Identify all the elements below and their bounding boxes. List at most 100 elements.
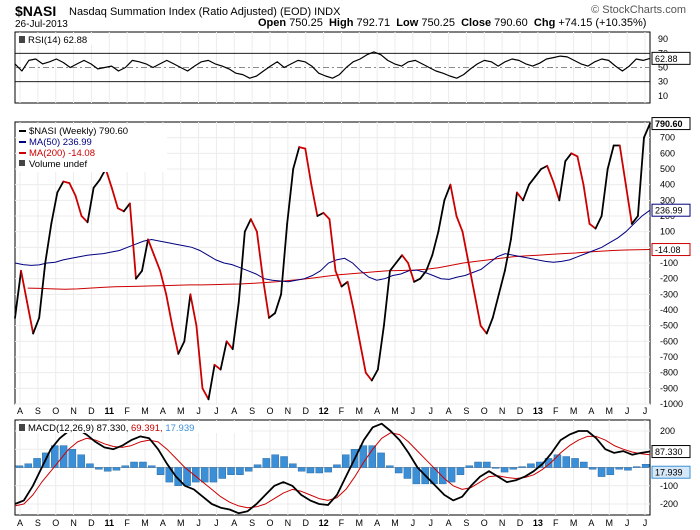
price-segment <box>401 254 409 264</box>
macd-hist-bar <box>641 464 650 468</box>
macd-hist-bar <box>439 467 447 485</box>
macd-x-label: M <box>356 518 364 528</box>
price-x-label: D <box>302 406 309 416</box>
price-x-label: J <box>428 406 433 416</box>
macd-hist-bar <box>33 458 41 468</box>
macd-hist-bar <box>465 465 474 468</box>
rsi-line <box>14 51 651 79</box>
macd-hist-bar <box>527 463 535 468</box>
price-segment <box>56 180 65 194</box>
rsi-last-label-box <box>651 51 691 65</box>
price-x-label: A <box>17 406 23 416</box>
macd-x-label: S <box>35 518 41 528</box>
macd-x-label: M <box>606 518 614 528</box>
price-tick-label: -900 <box>660 383 678 393</box>
macd-hist-bar <box>271 454 279 468</box>
macd-line <box>14 422 651 515</box>
macd-x-label: S <box>249 518 255 528</box>
price-x-label: F <box>124 406 130 416</box>
price-segment <box>540 164 549 170</box>
macd-tick-label: -200 <box>660 499 678 509</box>
price-segment <box>38 262 47 319</box>
price-x-label: M <box>141 406 149 416</box>
price-x-label: J <box>411 406 416 416</box>
price-segment <box>44 222 53 264</box>
macd-hist-bar <box>509 467 518 470</box>
price-segment <box>582 183 591 225</box>
price-segment <box>516 191 524 202</box>
rsi-tick-label: 90 <box>658 34 668 44</box>
price-segment <box>141 238 149 272</box>
price-tick-label: -800 <box>660 368 678 378</box>
macd-hist-bar <box>306 467 315 474</box>
rsi-tick-label: 50 <box>658 63 668 73</box>
price-x-label: M <box>570 406 578 416</box>
price-x-label: M <box>356 406 364 416</box>
price-segment <box>268 312 276 319</box>
price-tick-label: -400 <box>660 305 678 315</box>
macd-hist-bar <box>59 445 68 468</box>
price-segment <box>637 136 645 217</box>
price-segment <box>534 168 543 178</box>
macd-hist-bar <box>403 467 412 479</box>
macd-hist-bar <box>615 467 623 470</box>
macd-hist-bar <box>474 461 482 468</box>
macd-legend-value: 87.330, <box>97 423 131 434</box>
macd-hist-bar <box>483 461 491 468</box>
macd-hist-bar <box>156 467 165 476</box>
price-segment <box>243 218 252 233</box>
price-segment <box>503 238 512 272</box>
volume-legend: Volume undef <box>29 159 87 170</box>
price-segment <box>304 147 313 186</box>
macd-hist-bar <box>253 464 262 468</box>
ma50-last-label: 236.99 <box>655 206 683 216</box>
price-segment <box>413 277 422 283</box>
macd-x-label: N <box>499 518 506 528</box>
macd-hist-bar <box>536 461 544 468</box>
volume-legend-swatch <box>19 160 25 166</box>
macd-x-label: O <box>481 518 488 528</box>
price-tick-label: 700 <box>660 133 675 143</box>
price-segment <box>171 324 180 355</box>
price-segment <box>74 194 83 217</box>
macd-hist-bar <box>289 463 297 468</box>
price-segment <box>153 254 162 272</box>
price-segment <box>20 269 28 304</box>
price-segment <box>497 269 506 296</box>
price-segment <box>298 146 307 150</box>
macd-hist-bar <box>597 467 606 477</box>
price-tick-label: -200 <box>660 274 678 284</box>
price-segment <box>129 202 137 280</box>
price-segment <box>389 262 397 272</box>
macd-x-label: J <box>625 518 630 528</box>
price-segment <box>352 309 361 343</box>
macd-hist-bar <box>544 458 553 468</box>
macd-hist-bar <box>209 467 218 483</box>
macd-x-label: 13 <box>533 518 543 528</box>
price-x-label: N <box>70 406 77 416</box>
price-tick-label: 500 <box>660 164 675 174</box>
ma50-legend: MA(50) 236.99 <box>29 137 92 148</box>
macd-x-label: J <box>196 518 201 528</box>
macd-hist-bar <box>77 454 85 468</box>
price-segment <box>80 215 89 224</box>
price-segment <box>467 262 476 296</box>
price-segment <box>249 218 258 233</box>
macd-hist-bar <box>103 467 112 472</box>
macd-x-label: S <box>463 518 469 528</box>
price-x-label: 13 <box>533 406 543 416</box>
macd-hist-bar <box>147 465 156 468</box>
price-segment <box>225 340 234 351</box>
high-value: 792.71 <box>356 17 391 29</box>
price-segment <box>576 155 585 186</box>
price-tick-label: -600 <box>660 336 678 346</box>
price-x-label: M <box>606 406 614 416</box>
price-x-label: S <box>249 406 255 416</box>
macd-hist-bar <box>368 445 377 468</box>
price-segment <box>183 293 192 343</box>
price-segment <box>50 191 59 225</box>
ma50-line <box>14 209 651 283</box>
price-x-label: M <box>391 406 399 416</box>
price-segment <box>92 179 101 189</box>
price-segment <box>340 280 349 288</box>
